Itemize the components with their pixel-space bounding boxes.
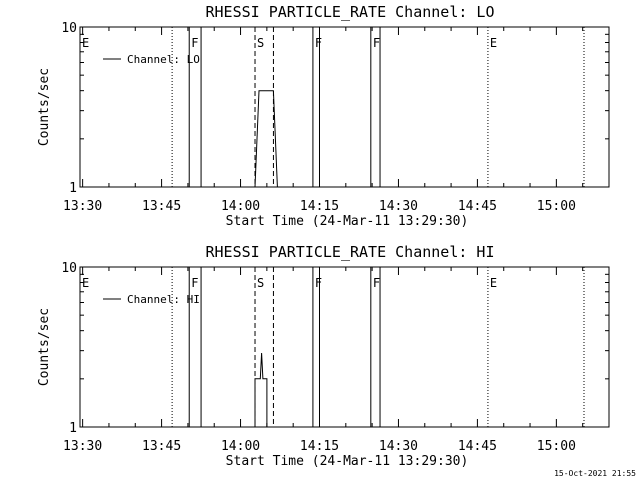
y-tick-label: 1: [69, 181, 77, 196]
chart-panel-2: RHESSI PARTICLE_RATE Channel: HI Counts/s…: [37, 243, 610, 469]
marker-label: F: [315, 276, 322, 290]
x-tick-label: 13:45: [142, 199, 181, 214]
plot-frame: [79, 26, 610, 188]
x-tick-label: 14:45: [458, 199, 497, 214]
x-tick-label: 14:15: [300, 199, 339, 214]
x-tick-label: 13:30: [63, 199, 102, 214]
marker-label: F: [315, 36, 322, 50]
x-tick-label: 15:00: [537, 439, 576, 454]
marker-label: S: [257, 36, 264, 50]
marker-label: E: [490, 36, 497, 50]
marker-label: E: [490, 276, 497, 290]
legend-label: Channel: HI: [127, 293, 200, 306]
marker-label: S: [257, 276, 264, 290]
y-tick-label: 1: [69, 421, 77, 436]
marker-label: F: [373, 36, 380, 50]
marker-label: E: [82, 36, 89, 50]
marker-label: F: [191, 36, 198, 50]
series-line-channel-hi: [254, 352, 268, 427]
y-axis-label: Counts/sec: [37, 308, 52, 386]
legend-label: Channel: LO: [127, 53, 200, 66]
x-tick-label: 14:30: [379, 439, 418, 454]
y-tick-label: 10: [61, 21, 77, 36]
x-tick-label: 14:00: [221, 439, 260, 454]
x-tick-label: 14:30: [379, 199, 418, 214]
x-tick-label: 14:00: [221, 199, 260, 214]
x-tick-label: 14:45: [458, 439, 497, 454]
footer-timestamp: 15-Oct-2021 21:55: [554, 469, 636, 478]
marker-label: F: [191, 276, 198, 290]
y-tick-label: 10: [61, 261, 77, 276]
chart-panel-1: RHESSI PARTICLE_RATE Channel: LO Counts/s…: [37, 3, 610, 229]
x-axis-label: Start Time (24-Mar-11 13:29:30): [226, 454, 469, 469]
x-axis-label: Start Time (24-Mar-11 13:29:30): [226, 214, 469, 229]
y-axis-label: Counts/sec: [37, 68, 52, 146]
chart-title: RHESSI PARTICLE_RATE Channel: LO: [206, 3, 495, 21]
marker-label: F: [373, 276, 380, 290]
marker-label: E: [82, 276, 89, 290]
x-tick-label: 14:15: [300, 439, 339, 454]
plot-frame: [79, 266, 610, 428]
chart-title: RHESSI PARTICLE_RATE Channel: HI: [206, 243, 495, 261]
x-tick-label: 13:30: [63, 439, 102, 454]
x-tick-label: 13:45: [142, 439, 181, 454]
series-line-channel-lo: [254, 90, 278, 188]
x-tick-label: 15:00: [537, 199, 576, 214]
